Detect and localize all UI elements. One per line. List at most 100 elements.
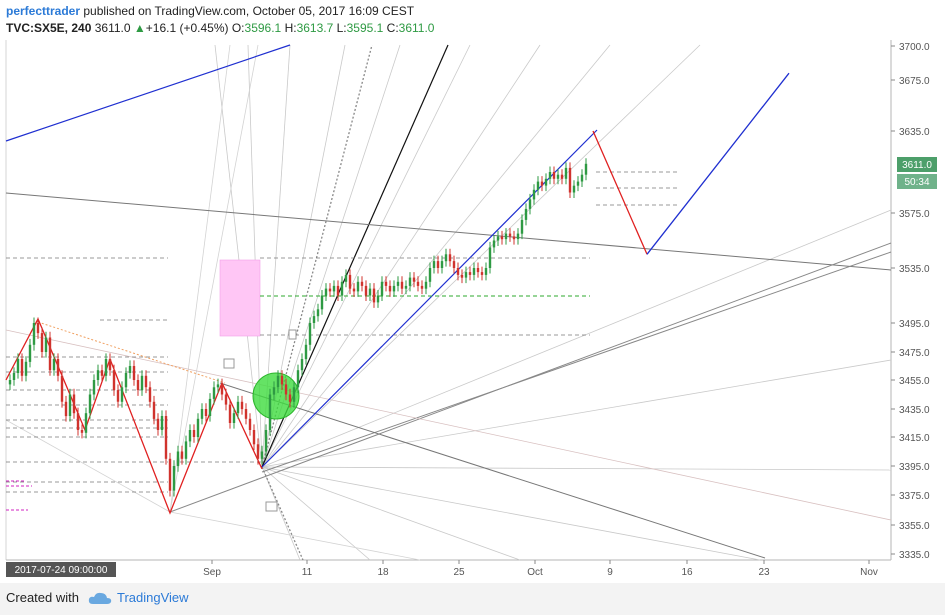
candle-body — [352, 288, 356, 292]
bar-timer-box — [897, 174, 937, 189]
candle-body — [136, 380, 140, 391]
candlestick-series — [8, 158, 588, 497]
candle-body — [336, 285, 340, 296]
candle-body — [516, 233, 520, 240]
candle-body — [164, 416, 168, 459]
candle-body — [32, 323, 36, 345]
candle-body — [304, 344, 308, 360]
candle-body — [296, 370, 300, 388]
candle-body — [560, 174, 564, 179]
candle-body — [484, 268, 488, 275]
candle-body — [44, 337, 48, 352]
last-price: 3611.0 — [94, 21, 131, 35]
candle-body — [452, 261, 456, 268]
y-tick-label: 3435.0 — [899, 405, 930, 416]
symbol-label: TVC:SX5E, 240 — [6, 21, 92, 35]
candle-body — [116, 390, 120, 402]
x-tick-label: 16 — [681, 567, 693, 578]
grey-channel-line — [169, 242, 892, 513]
candle-body — [416, 281, 420, 286]
candle-body — [432, 261, 436, 268]
candle-body — [256, 444, 260, 459]
candle-body — [96, 370, 100, 380]
quote-line: TVC:SX5E, 240 3611.0 ▲+16.1 (+0.45%) O:3… — [6, 20, 886, 37]
candle-body — [320, 295, 324, 310]
candle-body — [556, 174, 560, 179]
candle-body — [192, 430, 196, 437]
candle-body — [224, 394, 228, 405]
candle-body — [60, 375, 64, 402]
high-label: H: — [284, 21, 297, 35]
candle-body — [8, 380, 12, 385]
x-tick-label: Oct — [527, 567, 543, 578]
candle-body — [348, 274, 352, 289]
gann-fan-line — [261, 466, 521, 561]
candle-body — [392, 285, 396, 292]
candle-body — [176, 451, 180, 466]
y-tick-label: 3495.0 — [899, 319, 930, 330]
candle-body — [228, 404, 232, 423]
x-tick-label: Nov — [860, 567, 878, 578]
y-tick-label: 3535.0 — [899, 264, 930, 275]
gann-fan-line — [261, 466, 371, 561]
y-tick-label: 3395.0 — [899, 462, 930, 473]
candle-body — [436, 261, 440, 268]
price-axis[interactable]: 3335.0 3355.0 3375.0 3395.0 3415.0 3435.0 3455… — [891, 42, 930, 561]
gann-fan-line — [261, 466, 892, 471]
candle-body — [24, 361, 28, 376]
marker-box — [288, 329, 297, 340]
candle-body — [376, 295, 380, 303]
candle-body — [340, 281, 344, 296]
candle-body — [356, 281, 360, 292]
highlight-zone — [219, 259, 261, 337]
time-axis[interactable]: Sep 11 18 25 Oct 9 16 23 Nov — [203, 560, 878, 578]
candle-body — [520, 219, 524, 234]
gann-fan-line — [261, 359, 892, 468]
candle-body — [184, 441, 188, 459]
candle-body — [140, 375, 144, 391]
candle-body — [512, 236, 516, 240]
candle-body — [244, 409, 248, 419]
candle-body — [216, 384, 220, 388]
gann-fan-line — [169, 44, 259, 513]
candle-body — [168, 458, 172, 491]
high-value: 3613.7 — [296, 21, 334, 35]
candle-body — [468, 272, 472, 275]
gann-fan-line — [261, 44, 701, 468]
candle-body — [100, 370, 104, 376]
blue-trend-line — [5, 44, 291, 142]
orange-dotted-line — [37, 321, 226, 384]
close-label: C: — [386, 21, 399, 35]
candle-body — [288, 394, 292, 402]
candle-body — [144, 375, 148, 388]
candle-body — [332, 285, 336, 292]
open-value: 3596.1 — [244, 21, 282, 35]
grey-channel-line — [261, 251, 892, 473]
candle-body — [408, 277, 412, 286]
y-tick-label: 3335.0 — [899, 550, 930, 561]
candle-body — [480, 272, 484, 275]
candle-body — [52, 359, 56, 371]
candle-body — [180, 451, 184, 459]
candle-body — [580, 174, 584, 182]
candle-body — [368, 288, 372, 296]
candle-body — [384, 281, 388, 286]
price-chart[interactable]: 3335.0 3355.0 3375.0 3395.0 3415.0 3435.0 3455… — [0, 0, 945, 583]
candle-body — [508, 233, 512, 237]
author-link[interactable]: perfecttrader — [6, 4, 81, 18]
tradingview-link[interactable]: TradingView — [117, 590, 189, 605]
candle-body — [540, 181, 544, 186]
x-tick-label: 25 — [453, 567, 465, 578]
x-tick-label: 23 — [758, 567, 770, 578]
candle-body — [92, 380, 96, 395]
candle-body — [548, 172, 552, 179]
x-tick-label: 11 — [302, 567, 313, 578]
candle-body — [472, 268, 476, 275]
candle-body — [128, 366, 132, 373]
publish-line: perfecttrader published on TradingView.c… — [6, 3, 886, 20]
footer-bar: Created with TradingView — [0, 583, 945, 615]
candle-body — [80, 430, 84, 433]
y-tick-label: 3415.0 — [899, 433, 930, 444]
gann-fan-line — [5, 419, 171, 513]
candle-body — [360, 281, 364, 286]
